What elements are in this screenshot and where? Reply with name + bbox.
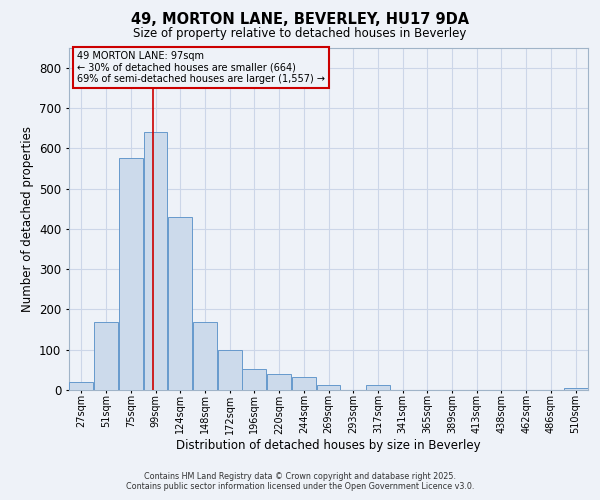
Text: Contains public sector information licensed under the Open Government Licence v3: Contains public sector information licen… — [126, 482, 474, 491]
Text: 49, MORTON LANE, BEVERLEY, HU17 9DA: 49, MORTON LANE, BEVERLEY, HU17 9DA — [131, 12, 469, 28]
Bar — [218, 350, 242, 390]
Bar — [193, 322, 217, 390]
Text: Size of property relative to detached houses in Beverley: Size of property relative to detached ho… — [133, 28, 467, 40]
Bar — [168, 216, 192, 390]
Bar — [292, 376, 316, 390]
Bar — [563, 388, 587, 390]
Y-axis label: Number of detached properties: Number of detached properties — [20, 126, 34, 312]
Bar — [267, 374, 291, 390]
Bar — [70, 382, 94, 390]
Bar — [242, 369, 266, 390]
Text: Contains HM Land Registry data © Crown copyright and database right 2025.: Contains HM Land Registry data © Crown c… — [144, 472, 456, 481]
Bar — [119, 158, 143, 390]
Bar — [366, 385, 390, 390]
Bar — [94, 322, 118, 390]
Bar — [317, 385, 340, 390]
Text: 49 MORTON LANE: 97sqm
← 30% of detached houses are smaller (664)
69% of semi-det: 49 MORTON LANE: 97sqm ← 30% of detached … — [77, 51, 325, 84]
X-axis label: Distribution of detached houses by size in Beverley: Distribution of detached houses by size … — [176, 439, 481, 452]
Bar — [143, 132, 167, 390]
